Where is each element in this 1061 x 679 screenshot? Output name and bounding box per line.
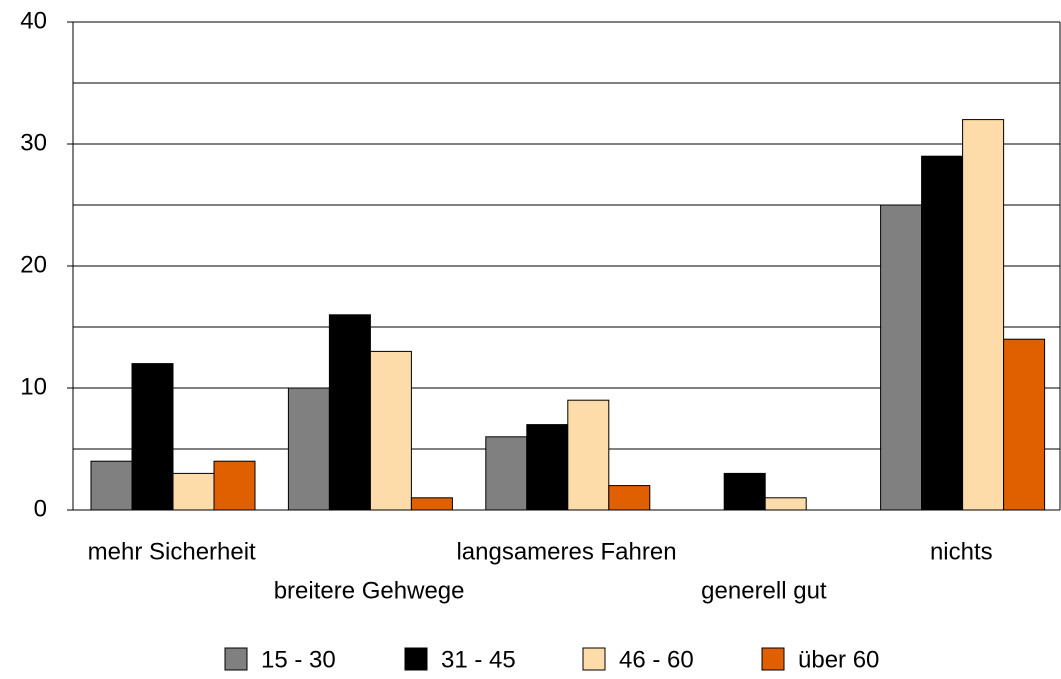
bar	[921, 155, 964, 511]
legend-swatch	[761, 647, 785, 671]
bar	[410, 497, 453, 511]
bar	[567, 399, 610, 511]
bar	[880, 204, 923, 511]
x-tick-label: langsameres Fahren	[456, 538, 676, 565]
bar	[1003, 338, 1046, 511]
x-tick-label: nichts	[930, 538, 993, 565]
legend-label: 46 - 60	[619, 646, 694, 673]
legend-swatch	[404, 647, 428, 671]
y-tick-label: 0	[34, 495, 47, 522]
legend-label: 31 - 45	[441, 646, 516, 673]
x-tick-label: generell gut	[701, 577, 827, 604]
legend-swatch	[224, 647, 248, 671]
y-tick-label: 30	[20, 129, 47, 156]
bar	[287, 387, 330, 511]
y-tick-label: 40	[20, 7, 47, 34]
y-tick-label: 20	[20, 251, 47, 278]
bar	[131, 363, 174, 511]
bar	[764, 497, 807, 511]
bar	[526, 424, 569, 511]
bar	[962, 119, 1005, 511]
bar	[723, 472, 766, 511]
bar	[328, 314, 371, 511]
legend-label: über 60	[798, 646, 879, 673]
x-tick-label: mehr Sicherheit	[88, 538, 256, 565]
legend-swatch	[582, 647, 606, 671]
bar	[608, 485, 651, 511]
bar	[213, 460, 256, 511]
bar	[172, 472, 215, 511]
x-tick-label: breitere Gehwege	[274, 577, 465, 604]
y-tick-label: 10	[20, 373, 47, 400]
bar	[90, 460, 133, 511]
bar	[369, 350, 412, 511]
bar	[485, 436, 528, 511]
legend-label: 15 - 30	[261, 646, 336, 673]
